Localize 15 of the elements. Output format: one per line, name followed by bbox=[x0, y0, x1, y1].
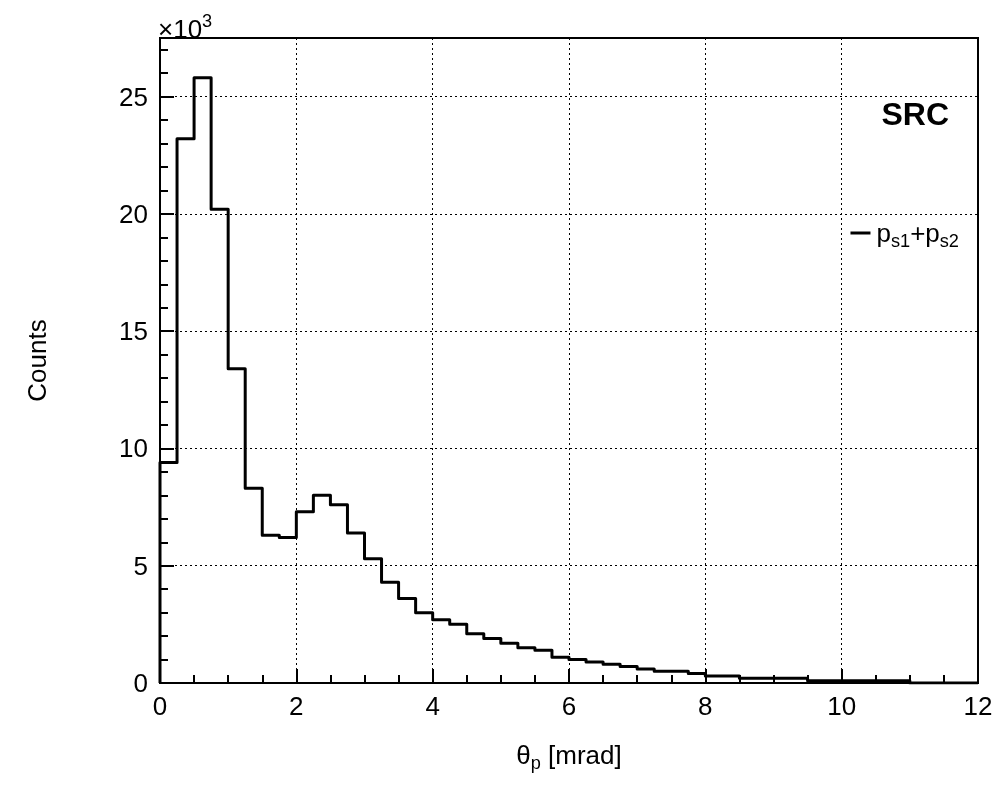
x-tick-label: 0 bbox=[152, 691, 168, 721]
x-tick-label: 2 bbox=[289, 691, 304, 721]
x-tick-label: 12 bbox=[963, 691, 993, 721]
y-tick-label: 20 bbox=[119, 198, 148, 229]
annotation: SRC bbox=[881, 96, 949, 132]
y-tick-label: 15 bbox=[119, 316, 148, 347]
y-tick-label: 25 bbox=[119, 81, 148, 112]
y-tick-label: 0 bbox=[133, 668, 148, 698]
y-tick-label: 5 bbox=[133, 550, 148, 581]
x-tick-label: 6 bbox=[561, 691, 577, 721]
y-axis-title: Counts bbox=[22, 319, 52, 402]
x-tick-label: 8 bbox=[698, 691, 713, 721]
y-tick-label: 10 bbox=[119, 433, 148, 464]
x-tick-label: 4 bbox=[425, 691, 440, 721]
x-tick-label: 10 bbox=[827, 691, 857, 721]
